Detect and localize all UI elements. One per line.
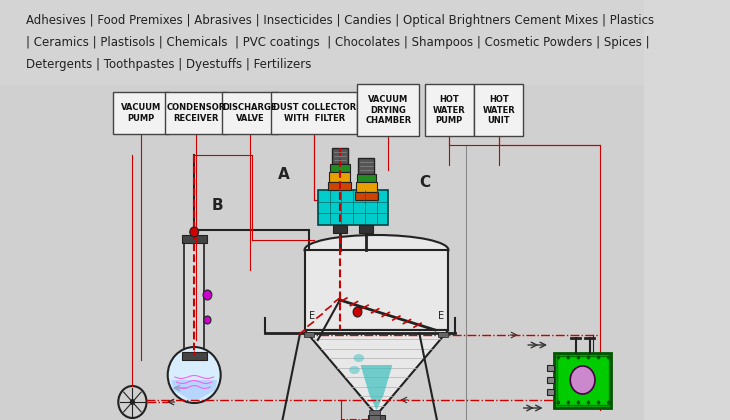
Polygon shape [361,365,392,410]
Circle shape [203,290,212,300]
Bar [357,174,376,182]
Bar [330,164,350,172]
Bar [438,332,448,337]
Circle shape [570,366,595,394]
Text: A: A [277,167,289,182]
Text: VACUUM
PUMP: VACUUM PUMP [121,103,161,123]
Circle shape [130,399,135,405]
Circle shape [587,355,591,360]
FancyBboxPatch shape [425,84,474,136]
Bar [358,158,374,174]
Circle shape [607,355,610,360]
Bar [304,250,448,330]
Bar [185,240,204,355]
Text: | Ceramics | Plastisols | Chemicals  | PVC coatings  | Chocolates | Shampoos | C: | Ceramics | Plastisols | Chemicals | PV… [26,36,650,49]
Bar [328,182,351,190]
Circle shape [577,355,580,360]
Circle shape [566,401,570,404]
Text: VACUUM
DRYING
CHAMBER: VACUUM DRYING CHAMBER [365,95,412,125]
FancyBboxPatch shape [474,84,523,136]
Bar [0,0,645,85]
FancyBboxPatch shape [222,92,278,134]
Circle shape [566,355,570,360]
Text: CONDENSOR
RECEIVER: CONDENSOR RECEIVER [166,103,226,123]
Bar [329,172,350,182]
Bar [333,225,347,233]
Circle shape [587,401,591,404]
Bar [332,148,347,164]
Circle shape [190,227,199,237]
Bar [355,192,378,200]
Ellipse shape [304,235,448,265]
Bar [554,352,611,407]
FancyBboxPatch shape [358,84,419,136]
Ellipse shape [349,366,360,374]
FancyBboxPatch shape [318,190,388,225]
Bar [369,415,380,420]
Circle shape [353,307,362,317]
Circle shape [204,316,211,324]
Bar [0,85,645,420]
FancyBboxPatch shape [113,92,169,134]
Bar [182,352,207,360]
Text: DUST COLLECTOR
WITH  FILTER: DUST COLLECTOR WITH FILTER [272,103,356,123]
Circle shape [556,401,560,404]
Bar [368,415,385,420]
Bar [356,182,377,192]
Bar [556,355,609,404]
Circle shape [597,401,600,404]
Bar [304,332,314,337]
Text: C: C [420,175,431,190]
Text: Adhesives | Food Premixes | Abrasives | Insecticides | Candies | Optical Brightn: Adhesives | Food Premixes | Abrasives | … [26,14,655,27]
Bar [547,377,554,383]
Bar [547,365,554,371]
Polygon shape [304,330,448,415]
Text: HOT
WATER
UNIT: HOT WATER UNIT [483,95,515,125]
Ellipse shape [168,347,220,403]
Text: B: B [212,198,223,213]
FancyBboxPatch shape [165,92,227,134]
Circle shape [607,401,610,404]
Text: E: E [309,311,315,321]
Circle shape [556,355,560,360]
Bar [182,235,207,243]
Text: Detergents | Toothpastes | Dyestuffs | Fertilizers: Detergents | Toothpastes | Dyestuffs | F… [26,58,312,71]
Ellipse shape [353,354,364,362]
Bar [359,225,373,233]
Bar [369,410,380,415]
Circle shape [597,355,600,360]
Text: E: E [438,311,445,321]
Circle shape [577,401,580,404]
FancyBboxPatch shape [271,92,358,134]
Text: DISCHARGE
VALVE: DISCHARGE VALVE [223,103,277,123]
Bar [547,389,554,395]
Circle shape [118,386,147,418]
Text: HOT
WATER
PUMP: HOT WATER PUMP [433,95,466,125]
Polygon shape [172,380,217,402]
